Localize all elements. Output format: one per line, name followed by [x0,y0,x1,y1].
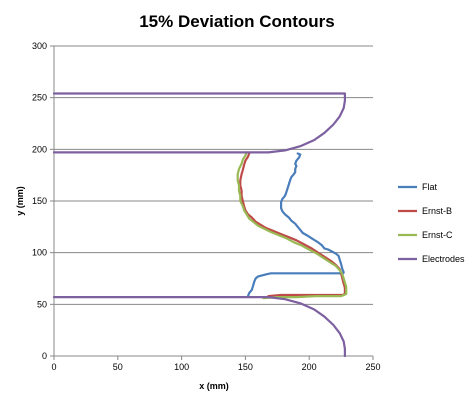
x-tick-label: 200 [302,362,317,372]
legend-label: Electrodes [422,254,465,264]
y-tick-label: 0 [42,351,47,361]
x-tick-label: 50 [113,362,123,372]
x-axis-title: x (mm) [199,381,229,391]
x-tick-label: 0 [51,362,56,372]
legend-label: Flat [422,182,438,192]
y-tick-label: 250 [32,93,47,103]
legend: Flat Ernst-B Ernst-C Electrodes [398,182,465,264]
axes: 0 50 100 150 200 250 300 0 50 100 150 200 250 [32,41,381,372]
y-axis-title: y (mm) [15,186,25,216]
series-line-electrodes [52,92,346,358]
series-line-flat [246,152,345,298]
x-tick-label: 250 [365,362,380,372]
x-tick-label: 150 [238,362,253,372]
legend-label: Ernst-C [422,230,453,240]
x-tick-label: 100 [174,362,189,372]
y-tick-label: 50 [37,299,47,309]
y-tick-label: 200 [32,144,47,154]
y-tick-label: 100 [32,248,47,258]
chart-title: 15% Deviation Contours [139,12,335,31]
series-line-ernst-c [236,151,348,300]
y-tick-label: 300 [32,41,47,51]
series-line-ernst-b [239,152,346,298]
grid-lines [54,45,373,305]
y-tick-label: 150 [32,196,47,206]
legend-label: Ernst-B [422,206,452,216]
series-group [52,92,348,358]
